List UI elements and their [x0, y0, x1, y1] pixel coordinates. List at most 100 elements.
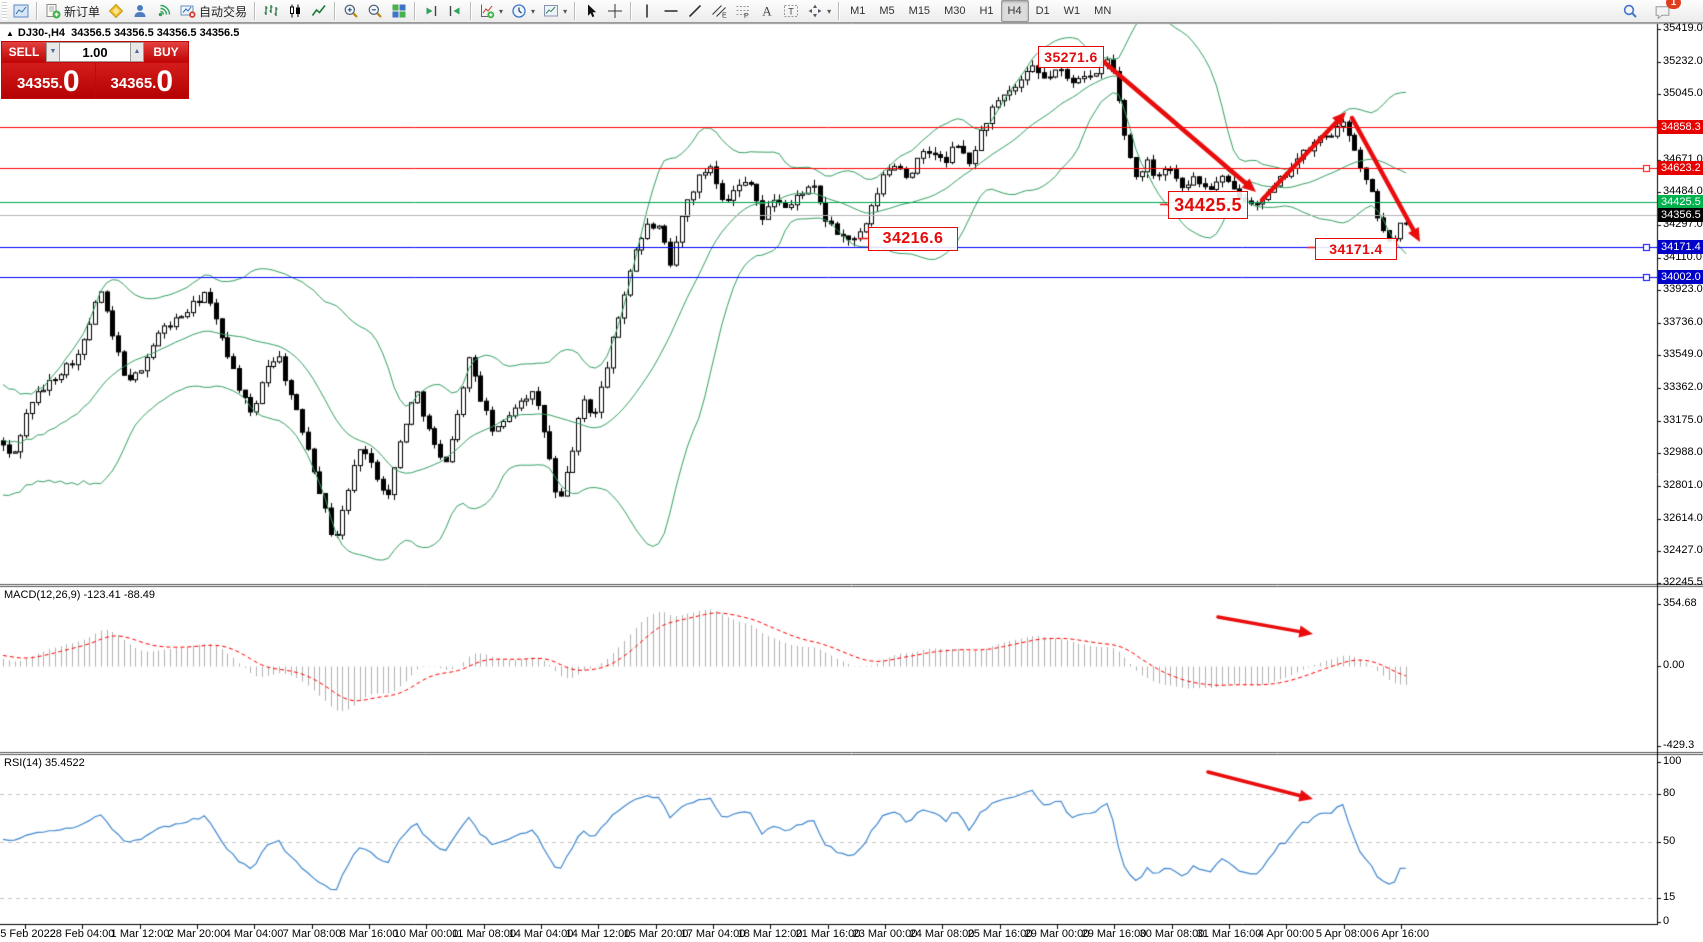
timeframe-mn-button[interactable]: MN	[1094, 5, 1112, 17]
arrows-button[interactable]: ▾	[803, 0, 835, 23]
toolbar-separator	[470, 2, 473, 20]
text-label-button[interactable]: T	[779, 0, 803, 23]
signals-icon	[158, 4, 171, 17]
text-icon: A	[762, 4, 772, 19]
new-order-label: 新订单	[64, 4, 101, 19]
toolbar-buttons: 新订单 自动交易 ▾ ▾ ▾ E F A T ▾ M1 M5 M15 M30 H1 H4 D1 W1 MN	[9, 0, 1118, 22]
ohlc-readout: 34356.5 34356.5 34356.5 34356.5	[71, 27, 240, 39]
timeframe-d1-button[interactable]: D1	[1035, 5, 1050, 17]
buy-button[interactable]: BUY	[144, 42, 188, 62]
toolbar-separator	[254, 2, 257, 20]
timeframe-h4-button[interactable]: H4	[1000, 0, 1029, 22]
toolbar-separator	[838, 2, 841, 20]
collapse-panel-icon[interactable]: ▲	[6, 29, 14, 38]
volume-decrease-button[interactable]: ▼	[46, 42, 60, 62]
chart-shift-icon	[449, 6, 460, 16]
annotation-label-34216-6[interactable]: 34216.6	[868, 227, 958, 251]
toolbar-grip[interactable]	[2, 2, 7, 20]
line-chart-button[interactable]	[307, 0, 331, 23]
metaeditor-button[interactable]	[104, 0, 128, 23]
vertical-line-icon	[646, 4, 648, 18]
symbol-period-label: DJ30-,H4	[17, 27, 65, 39]
autotrading-label: 自动交易	[199, 4, 248, 19]
buy-price-big: 0	[156, 65, 174, 98]
timeframe-m15-button[interactable]: M15	[908, 5, 931, 17]
arrows-icon	[808, 4, 822, 18]
terminal-icon	[13, 4, 29, 18]
toolbar-separator	[414, 2, 417, 20]
indicators-button[interactable]: ▾	[475, 0, 507, 23]
terminal-button[interactable]	[9, 0, 33, 23]
candle-chart-button[interactable]	[283, 0, 307, 23]
one-click-top-row: SELL ▼ ▲ BUY	[2, 42, 188, 62]
tile-windows-icon	[392, 4, 406, 18]
navigator-button[interactable]	[128, 0, 152, 23]
templates-button[interactable]: ▾	[539, 0, 571, 23]
auto-scroll-button[interactable]	[419, 0, 443, 23]
new-order-button[interactable]: 新订单	[41, 0, 104, 23]
annotation-label-34425-5[interactable]: 34425.5	[1168, 191, 1248, 219]
timeframe-m1-button[interactable]: M1	[850, 5, 866, 17]
metaeditor-icon	[108, 3, 124, 19]
templates-icon	[544, 5, 559, 17]
new-order-icon	[46, 4, 61, 19]
autotrading-button[interactable]: 自动交易	[176, 0, 251, 23]
annotation-label-34171-4[interactable]: 34171.4	[1315, 238, 1397, 260]
search-icon	[1623, 4, 1637, 18]
text-button[interactable]: A	[755, 0, 779, 23]
signals-button[interactable]	[152, 0, 176, 23]
notifications-button[interactable]: 1	[1650, 0, 1681, 23]
search-button[interactable]	[1618, 0, 1642, 23]
line-chart-icon	[311, 5, 326, 16]
arrows-dropdown-icon[interactable]: ▾	[827, 6, 832, 16]
timeframe-h1-button[interactable]: H1	[979, 5, 994, 17]
templates-dropdown-icon[interactable]: ▾	[563, 6, 568, 16]
periods-icon	[512, 4, 526, 18]
svg-text:T: T	[788, 7, 794, 17]
equidistant-channel-button[interactable]: E	[707, 0, 731, 23]
auto-scroll-icon	[426, 6, 437, 16]
one-click-trading-panel: SELL ▼ ▲ BUY 34355.0 34365.0	[1, 41, 189, 99]
buy-price-small: 34365.	[110, 75, 157, 92]
timeframe-w1-button[interactable]: W1	[1063, 5, 1081, 17]
cursor-button[interactable]	[579, 0, 603, 23]
trend-line-icon	[689, 4, 702, 18]
buy-price[interactable]: 34365. 0	[95, 63, 188, 98]
svg-text:F: F	[744, 13, 748, 19]
timeframe-m5-button[interactable]: M5	[879, 5, 895, 17]
periods-dropdown-icon[interactable]: ▾	[531, 6, 536, 16]
periods-button[interactable]: ▾	[507, 0, 539, 23]
equidistant-channel-icon: E	[712, 5, 727, 20]
toolbar-right: 1	[1618, 0, 1703, 23]
volume-increase-button[interactable]: ▲	[130, 42, 144, 62]
sell-price[interactable]: 34355. 0	[2, 63, 95, 98]
horizontal-line-button[interactable]	[659, 0, 683, 23]
crosshair-button[interactable]	[603, 0, 627, 23]
one-click-price-row: 34355. 0 34365. 0	[2, 63, 188, 98]
indicators-dropdown-icon[interactable]: ▾	[499, 6, 504, 16]
vertical-line-button[interactable]	[635, 0, 659, 23]
indicators-icon	[481, 4, 495, 19]
text-label-icon: T	[784, 5, 799, 17]
volume-input[interactable]	[60, 42, 130, 62]
chart-shift-button[interactable]	[443, 0, 467, 23]
tile-windows-button[interactable]	[387, 0, 411, 23]
trend-line-button[interactable]	[683, 0, 707, 23]
crosshair-icon	[608, 4, 623, 18]
zoom-in-icon	[344, 4, 358, 18]
annotation-label-35271-6[interactable]: 35271.6	[1038, 46, 1104, 68]
zoom-out-button[interactable]	[363, 0, 387, 23]
timeframe-m30-button[interactable]: M30	[944, 5, 966, 17]
toolbar-separator	[36, 2, 38, 20]
sell-button[interactable]: SELL	[2, 42, 46, 62]
zoom-out-icon	[368, 4, 382, 18]
svg-text:E: E	[722, 13, 727, 20]
fibonacci-button[interactable]: F	[731, 0, 755, 23]
chart-header: ▲ DJ30-,H4 34356.5 34356.5 34356.5 34356.…	[6, 27, 239, 39]
toolbar-separator	[574, 2, 577, 20]
bar-chart-button[interactable]	[259, 0, 283, 23]
sell-price-small: 34355.	[16, 75, 63, 92]
cursor-icon	[588, 4, 597, 18]
zoom-in-button[interactable]	[339, 0, 363, 23]
